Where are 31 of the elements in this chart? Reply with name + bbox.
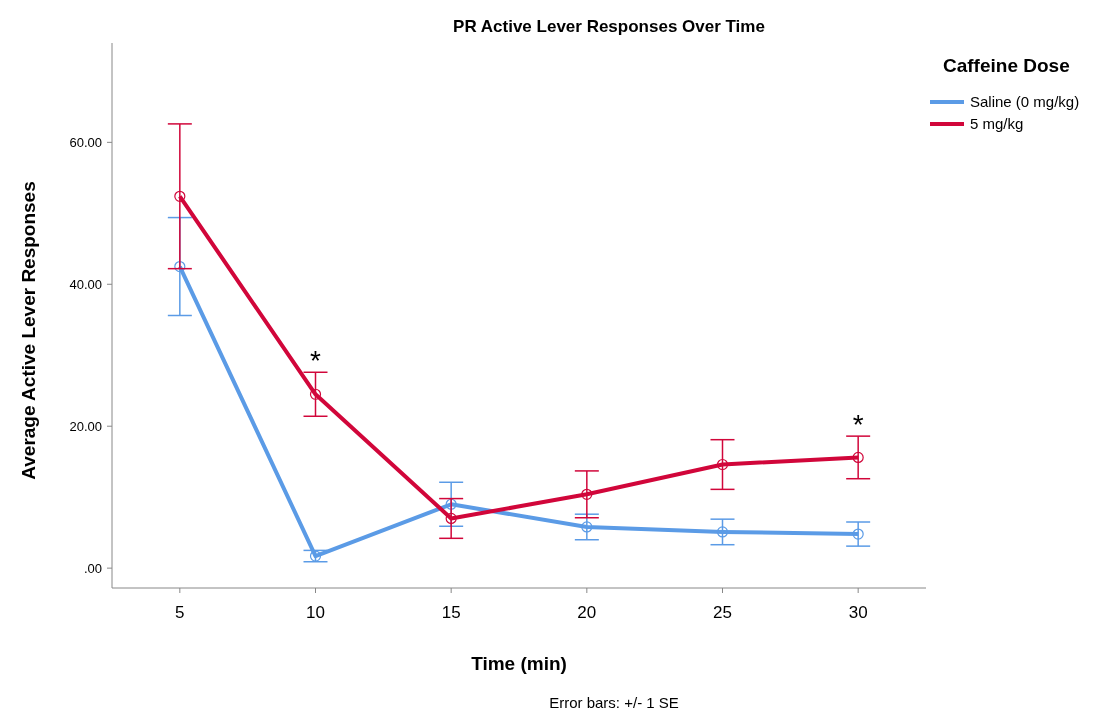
point [174,260,186,273]
point [852,451,864,464]
chart-title: PR Active Lever Responses Over Time [453,17,765,36]
annotation: * [852,409,864,441]
y-tick-label: .00 [83,560,102,576]
point [716,458,729,471]
legend-label: 5 mg/kg [970,115,1024,133]
point [309,388,322,400]
legend-title: Caffeine Dose [943,55,1070,76]
point [174,190,186,202]
point [445,498,457,510]
y-tick-label: 40.00 [69,276,102,292]
point [581,488,593,500]
point [852,528,864,540]
y-tick-label: 20.00 [69,418,102,434]
point [581,521,593,533]
x-tick-label: 30 [848,603,868,622]
x-tick-label: 15 [441,603,461,622]
x-tick-label: 25 [713,603,732,622]
text: Error bars: +/- 1 SE [549,694,679,711]
x-tick-label: 10 [306,603,325,622]
x-tick-label: 5 [175,603,185,622]
x-axis-title: Time (min) [471,653,567,674]
annotation: * [310,345,322,377]
legend-label: Saline (0 mg/kg) [970,93,1080,111]
point [309,550,322,562]
x-tick-label: 20 [577,603,597,622]
point [445,512,457,525]
y-tick-label: 60.00 [69,134,102,150]
point [716,526,729,538]
y-axis-title: Average Active Lever Responses [18,181,39,480]
